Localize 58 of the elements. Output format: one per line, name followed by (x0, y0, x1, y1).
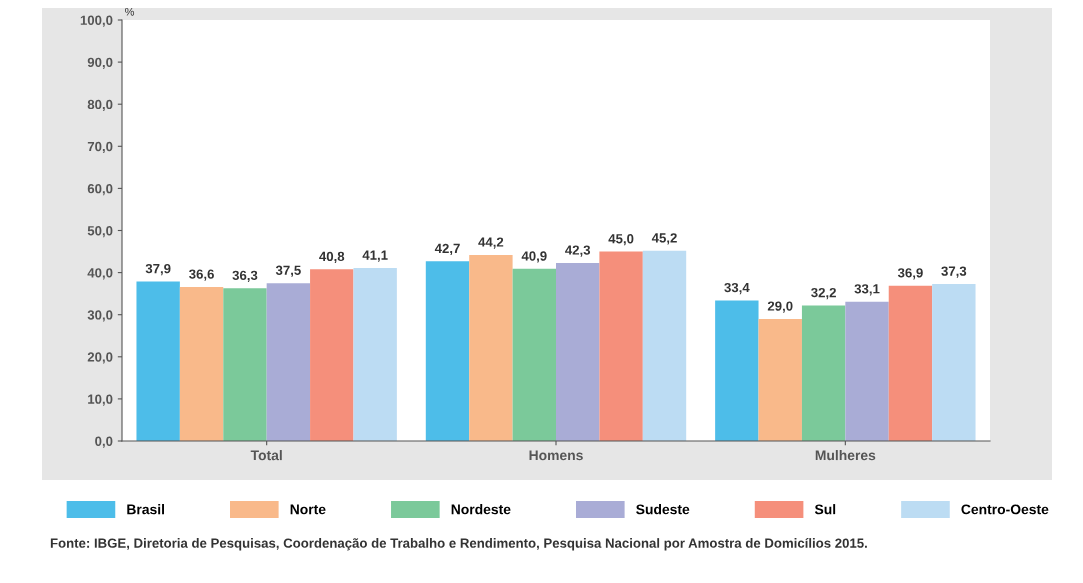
bar (512, 268, 556, 441)
source-note: Fonte: IBGE, Diretoria de Pesquisas, Coordenação de Trabalho e Rendimento, Pesquisa Nacional por Amostra de Domicílios 2015. (50, 538, 867, 551)
data-label: 33,1 (854, 284, 880, 296)
data-label: 32,2 (811, 287, 836, 300)
data-label: 29,0 (767, 301, 793, 313)
y-tick-label: 30,0 (87, 310, 113, 322)
y-tick-label: 100,0 (80, 15, 113, 27)
data-label: 37,3 (941, 266, 967, 278)
legend-label: Norte (290, 504, 326, 515)
data-label: 42,7 (434, 243, 460, 255)
y-tick-label: 50,0 (87, 226, 113, 238)
bar (642, 250, 687, 441)
data-label: 36,9 (897, 268, 923, 280)
bar (801, 305, 846, 441)
y-axis-title: % (125, 7, 135, 16)
data-label: 37,9 (145, 263, 171, 276)
bar (845, 301, 889, 441)
data-label: 40,8 (319, 251, 345, 263)
data-label: 45,2 (651, 233, 677, 245)
data-label: 40,9 (521, 251, 547, 263)
y-tick-label: 60,0 (87, 183, 113, 196)
bar (469, 254, 513, 441)
data-label: 37,5 (275, 265, 301, 277)
y-tick-label: 20,0 (87, 352, 113, 364)
y-tick-label: 0,0 (95, 436, 113, 448)
bar (425, 261, 470, 441)
bar (599, 251, 643, 441)
data-label: 36,3 (232, 270, 258, 282)
bar (556, 262, 600, 441)
bar (353, 267, 397, 441)
bar (179, 286, 224, 441)
legend-label: Sudeste (636, 504, 690, 515)
bar (223, 288, 267, 441)
data-label: 45,0 (608, 234, 634, 246)
bar (932, 283, 976, 441)
x-tick-label: Mulheres (815, 450, 876, 461)
bar (888, 285, 933, 441)
data-label: 42,3 (565, 245, 591, 257)
x-tick-label: Total (250, 450, 282, 461)
bar (310, 269, 354, 441)
legend-label: Brasil (127, 504, 164, 515)
bar (136, 281, 180, 441)
legend-label: Nordeste (451, 504, 511, 515)
y-tick-label: 70,0 (87, 141, 113, 154)
x-tick-label: Homens (529, 450, 583, 461)
bar (266, 283, 311, 441)
y-tick-label: 80,0 (87, 99, 113, 112)
bar (715, 300, 759, 441)
data-label: 41,1 (362, 250, 388, 262)
data-label: 33,4 (724, 282, 750, 295)
y-tick-label: 40,0 (87, 268, 113, 280)
legend-label: Sul (814, 504, 836, 515)
y-tick-label: 10,0 (88, 394, 113, 406)
data-label: 36,6 (189, 269, 214, 281)
legend-label: Centro-Oeste (961, 504, 1049, 515)
y-tick-label: 90,0 (87, 57, 113, 69)
bar (758, 318, 802, 441)
data-label: 44,2 (478, 237, 504, 249)
